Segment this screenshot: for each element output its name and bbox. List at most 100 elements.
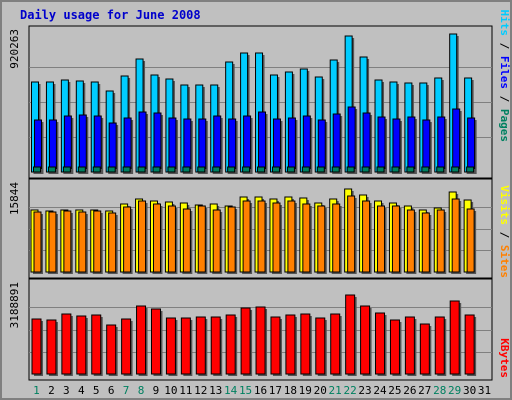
sites-bar-15: [242, 200, 251, 273]
x-tick-label-11: 11: [179, 384, 192, 397]
x-tick-label-29: 29: [448, 384, 461, 397]
x-tick-label-14: 14: [224, 384, 238, 397]
pages-bar-23: [361, 166, 370, 173]
legend-separator: /: [498, 89, 510, 109]
pages-bar-3: [62, 166, 71, 173]
files-bar-25: [392, 118, 401, 173]
pages-bar-28: [436, 166, 445, 173]
sites-bar-19: [302, 203, 311, 273]
sites-bar-2: [48, 211, 57, 273]
legend-visits: Visits: [498, 185, 510, 225]
x-tick-label-7: 7: [123, 384, 130, 397]
sites-bar-11: [182, 208, 191, 273]
sites-bar-24: [377, 205, 386, 273]
sites-bar-18: [287, 200, 296, 273]
x-tick-label-13: 13: [209, 384, 222, 397]
x-tick-label-1: 1: [33, 384, 40, 397]
pages-bar-18: [286, 166, 295, 173]
pages-bar-25: [391, 166, 400, 173]
files-bar-11: [183, 118, 192, 173]
files-bar-24: [377, 116, 386, 173]
files-bar-29: [452, 108, 461, 173]
pages-bar-2: [47, 166, 56, 173]
x-tick-label-17: 17: [269, 384, 282, 397]
sites-bar-20: [317, 205, 326, 273]
sites-bar-22: [347, 195, 356, 273]
kbytes-bar-3: [61, 313, 72, 375]
legend-pages: Pages: [498, 109, 510, 142]
x-tick-label-23: 23: [358, 384, 371, 397]
pages-bar-27: [421, 166, 430, 173]
pages-bar-16: [257, 166, 266, 173]
kbytes-bar-7: [121, 318, 132, 375]
files-bar-18: [287, 117, 296, 173]
sites-bar-10: [167, 205, 176, 273]
sites-bar-17: [272, 202, 281, 273]
kbytes-bar-18: [285, 314, 296, 375]
pages-bar-8: [137, 166, 146, 173]
legend-sites: Sites: [498, 245, 510, 278]
sites-bar-28: [436, 209, 445, 273]
files-bar-4: [78, 114, 87, 173]
sites-bar-3: [63, 210, 72, 273]
kbytes-bar-21: [330, 313, 341, 375]
x-tick-label-30: 30: [463, 384, 476, 397]
pages-bar-12: [197, 166, 206, 173]
pages-bar-10: [167, 166, 176, 173]
sites-bar-16: [257, 200, 266, 273]
files-bar-20: [317, 119, 326, 173]
kbytes-bar-24: [375, 312, 386, 375]
x-tick-label-27: 27: [418, 384, 431, 397]
x-tick-label-12: 12: [194, 384, 207, 397]
kbytes-bar-5: [91, 314, 102, 375]
sites-bar-30: [466, 208, 475, 273]
kbytes-bar-17: [270, 316, 281, 375]
pages-bar-20: [316, 166, 325, 173]
sites-bar-9: [152, 203, 161, 273]
files-bar-16: [258, 111, 267, 173]
x-tick-label-18: 18: [284, 384, 297, 397]
sites-bar-14: [227, 206, 236, 273]
x-tick-label-8: 8: [138, 384, 145, 397]
x-tick-label-10: 10: [164, 384, 177, 397]
x-tick-label-25: 25: [388, 384, 401, 397]
y-tick-label-2: 15844: [8, 182, 21, 215]
files-bar-10: [168, 117, 177, 173]
legend-separator: /: [498, 225, 510, 245]
kbytes-bar-29: [449, 300, 460, 375]
files-bar-9: [153, 112, 162, 173]
x-tick-label-6: 6: [108, 384, 115, 397]
x-tick-label-28: 28: [433, 384, 446, 397]
pages-bar-17: [271, 166, 280, 173]
files-bar-2: [48, 119, 57, 173]
x-tick-label-26: 26: [403, 384, 416, 397]
files-bar-23: [362, 112, 371, 173]
x-tick-label-5: 5: [93, 384, 100, 397]
kbytes-bar-27: [419, 323, 430, 375]
sites-bar-4: [78, 211, 87, 273]
pages-bar-29: [451, 166, 460, 173]
files-bar-5: [93, 115, 102, 173]
pages-bar-6: [107, 166, 116, 173]
files-bar-27: [422, 119, 431, 173]
pages-bar-11: [182, 166, 191, 173]
kbytes-bar-2: [46, 319, 57, 375]
pages-bar-24: [376, 166, 385, 173]
kbytes-bar-10: [165, 317, 176, 375]
x-tick-label-16: 16: [254, 384, 267, 397]
kbytes-bar-1: [31, 318, 42, 375]
legend-hits: Hits: [498, 10, 510, 37]
kbytes-bar-25: [389, 319, 400, 375]
pages-bar-30: [466, 166, 475, 173]
kbytes-bar-20: [315, 317, 326, 375]
files-bar-30: [467, 117, 476, 173]
files-bar-1: [34, 119, 42, 173]
kbytes-bar-6: [106, 324, 117, 375]
kbytes-bar-13: [210, 316, 221, 375]
kbytes-bar-23: [360, 305, 371, 375]
y-tick-label-3: 3188891: [8, 282, 21, 328]
x-tick-label-19: 19: [299, 384, 312, 397]
pages-bar-14: [227, 166, 236, 173]
